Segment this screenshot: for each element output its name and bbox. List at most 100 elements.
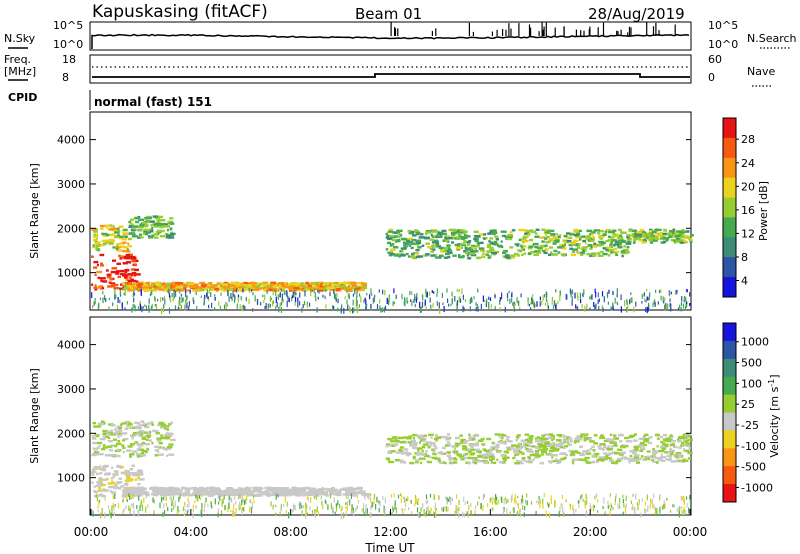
near-range-cell	[362, 508, 364, 514]
colorbar-swatch	[723, 157, 736, 179]
scatter-cell	[587, 239, 591, 242]
scatter-cell	[535, 232, 538, 235]
scatter-cell	[652, 239, 658, 242]
near-range-cell	[581, 303, 583, 309]
scatter-cell	[154, 490, 158, 493]
scatter-cell	[422, 443, 429, 446]
near-range-cell	[542, 503, 544, 509]
near-range-cell	[378, 289, 380, 293]
near-range-cell	[368, 494, 370, 500]
scatter-cell	[685, 439, 689, 443]
scatter-cell	[562, 239, 568, 242]
near-range-cell	[582, 498, 584, 502]
scatter-cell	[121, 422, 127, 425]
near-range-cell	[133, 292, 136, 296]
scatter-cell	[545, 236, 550, 239]
near-range-cell	[419, 512, 421, 518]
near-range-cell	[178, 509, 180, 513]
scatter-cell	[105, 435, 109, 439]
scatter-cell	[550, 234, 553, 237]
near-range-cell	[526, 493, 528, 498]
scatter-cell	[653, 454, 656, 458]
near-range-cell	[419, 306, 421, 313]
scatter-cell	[442, 436, 447, 439]
scatter-cell	[580, 247, 587, 250]
scatter-cell	[523, 459, 526, 462]
near-range-cell	[147, 504, 149, 508]
scatter-cell	[136, 422, 141, 425]
scatter-cell	[133, 274, 137, 277]
scatter-cell	[130, 222, 133, 225]
scatter-cell	[566, 436, 571, 439]
scatter-cell	[131, 223, 134, 226]
scatter-cell	[417, 246, 422, 249]
scatter-cell	[264, 285, 269, 288]
near-range-cell	[520, 512, 522, 517]
scatter-cell	[589, 440, 595, 443]
scatter-cell	[122, 490, 127, 493]
scatter-cell	[223, 289, 228, 292]
scatter-cell	[467, 462, 471, 465]
scatter-cell	[543, 445, 547, 449]
scatter-cell	[571, 249, 575, 253]
scatter-cell	[125, 254, 130, 257]
scatter-cell	[598, 456, 604, 459]
near-range-cell	[486, 298, 488, 304]
near-range-cell	[153, 499, 155, 504]
scatter-cell	[303, 488, 307, 491]
scatter-cell	[266, 491, 269, 494]
near-range-cell	[442, 507, 444, 512]
near-range-cell	[337, 500, 339, 506]
scatter-cell	[164, 225, 170, 228]
near-range-cell	[617, 503, 619, 509]
scatter-cell	[487, 232, 492, 235]
scatter-cell	[153, 492, 159, 495]
scatter-cell	[153, 233, 159, 236]
scatter-cell	[112, 424, 116, 427]
scatter-cell	[576, 458, 579, 461]
scatter-cell	[142, 222, 147, 225]
scatter-cell	[629, 435, 634, 439]
near-range-cell	[128, 505, 130, 511]
scatter-cell	[535, 228, 540, 231]
scatter-cell	[137, 487, 140, 490]
near-range-cell	[242, 288, 244, 293]
scatter-cell	[458, 234, 461, 237]
near-range-cell	[345, 495, 347, 499]
scatter-cell	[102, 444, 106, 447]
near-range-cell	[551, 296, 553, 302]
scatter-cell	[326, 286, 332, 289]
near-range-cell	[458, 499, 460, 506]
scatter-cell	[390, 450, 396, 453]
scatter-cell	[443, 452, 447, 455]
scatter-cell	[233, 289, 237, 292]
near-range-cell	[200, 509, 202, 516]
near-range-cell	[569, 503, 571, 507]
scatter-cell	[220, 491, 224, 494]
near-range-cell	[137, 509, 139, 513]
near-range-cell	[233, 503, 235, 509]
scatter-cell	[469, 435, 472, 439]
scatter-cell	[569, 247, 574, 250]
scatter-cell	[137, 453, 141, 456]
near-range-cell	[425, 500, 427, 505]
near-range-cell	[162, 512, 164, 517]
scatter-cell	[147, 229, 153, 232]
near-range-cell	[422, 503, 424, 509]
scatter-cell	[385, 232, 389, 236]
near-range-cell	[607, 501, 609, 505]
near-range-cell	[350, 493, 353, 499]
scatter-cell	[316, 284, 321, 287]
near-range-cell	[272, 289, 274, 296]
near-range-cell	[322, 504, 324, 510]
scatter-cell	[631, 451, 637, 455]
scatter-cell	[100, 262, 103, 265]
scatter-cell	[651, 456, 656, 459]
scatter-cell	[116, 448, 120, 452]
near-range-cell	[282, 299, 284, 302]
near-range-cell	[310, 290, 312, 297]
scatter-cell	[136, 448, 139, 451]
near-range-cell	[130, 497, 132, 500]
near-range-cell	[265, 303, 267, 309]
scatter-cell	[168, 289, 171, 292]
